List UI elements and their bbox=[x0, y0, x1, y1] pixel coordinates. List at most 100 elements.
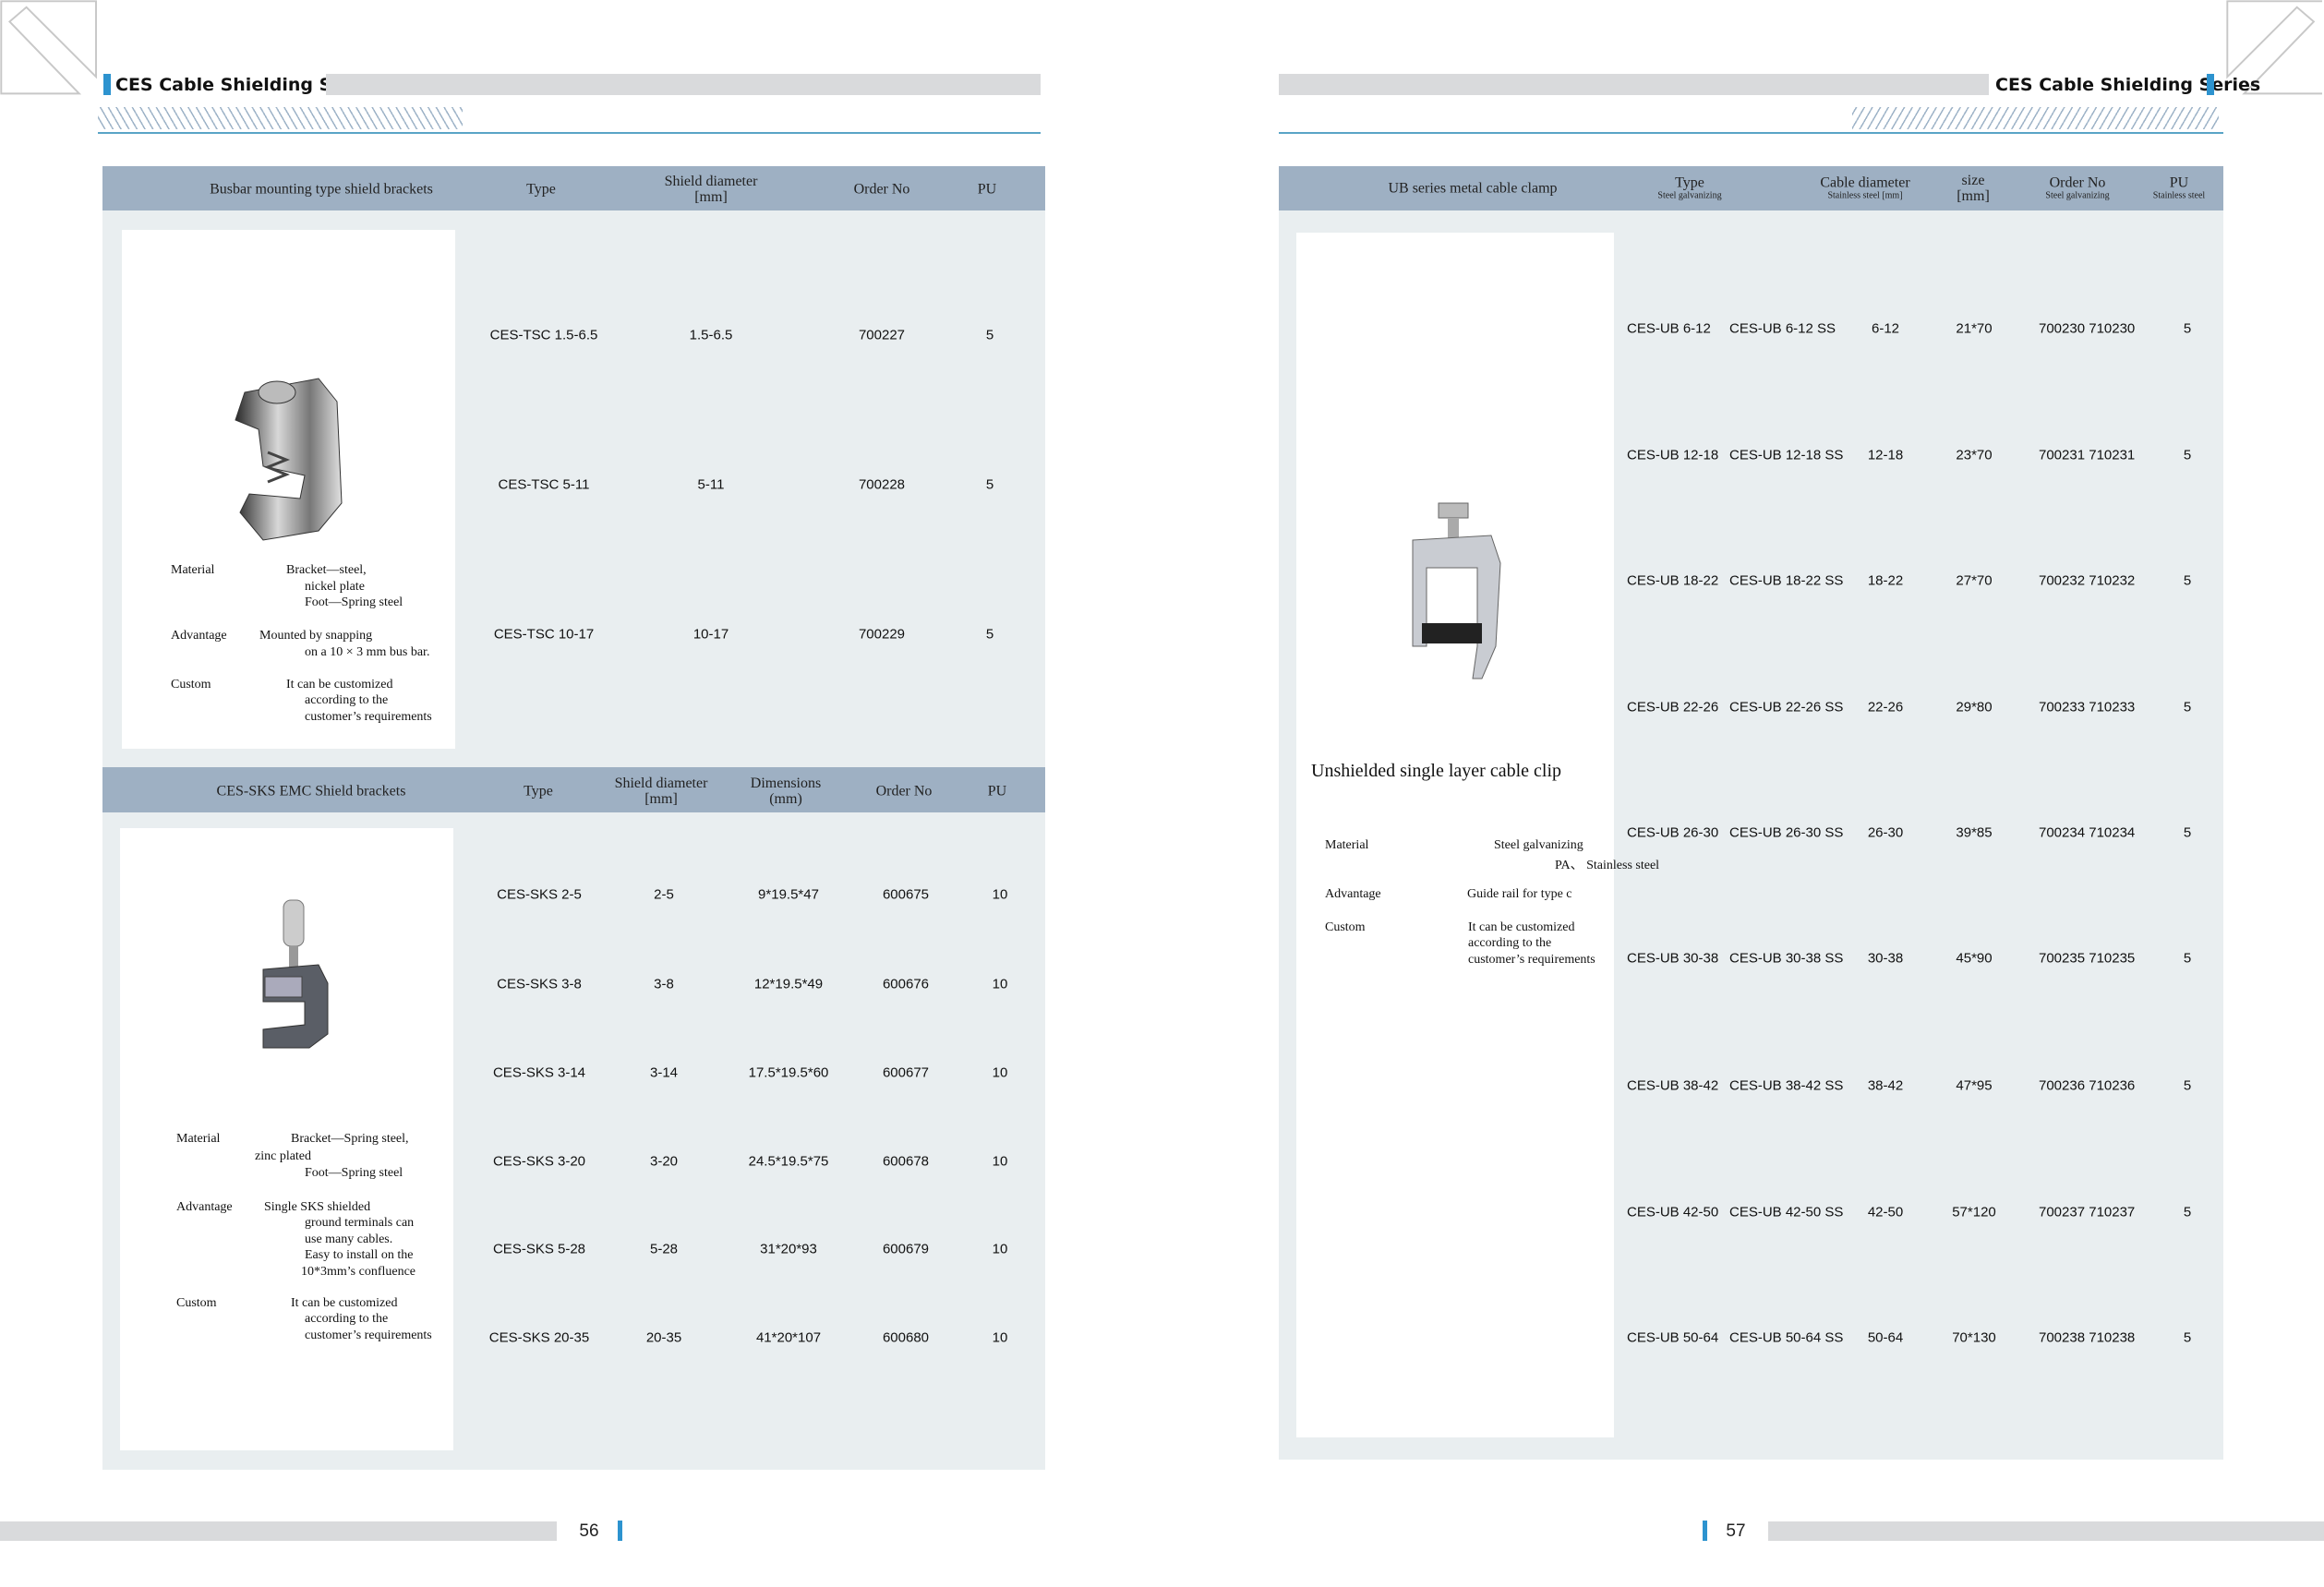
cell-type: CES-SKS 3-14 bbox=[492, 1064, 586, 1081]
cell-diam: 38-42 bbox=[1867, 1077, 1904, 1094]
busbar-bracket-image bbox=[235, 378, 343, 541]
table2-header bbox=[102, 767, 1045, 812]
cell-diam: 26-30 bbox=[1867, 824, 1904, 841]
cell-diam: 18-22 bbox=[1867, 572, 1904, 589]
description-line: zinc plated bbox=[255, 1149, 312, 1163]
footer-bar bbox=[1768, 1521, 2324, 1541]
column-header-type: Type bbox=[524, 783, 553, 800]
hatch-decoration bbox=[98, 107, 463, 129]
cell-size: 29*80 bbox=[1956, 699, 1993, 715]
column-header-pu: PU bbox=[987, 783, 1007, 800]
description-line: Mounted by snapping bbox=[259, 629, 373, 643]
header-text: Shield diameter bbox=[614, 775, 708, 791]
cell-steel: CES-UB 26-30 bbox=[1627, 824, 1719, 841]
table-title: Busbar mounting type shield brackets bbox=[210, 181, 433, 198]
cell-order: 600678 bbox=[882, 1153, 930, 1170]
cell-pu: 5 bbox=[985, 476, 994, 493]
cell-shield: 3-20 bbox=[649, 1153, 679, 1170]
cell-pu: 10 bbox=[992, 886, 1008, 903]
cell-order: 600675 bbox=[882, 886, 930, 903]
description-line: Advantage bbox=[176, 1200, 233, 1214]
cell-pu: 5 bbox=[985, 327, 994, 343]
column-header-size: size [mm] bbox=[1957, 173, 1990, 204]
cell-steel: CES-UB 42-50 bbox=[1627, 1204, 1719, 1220]
description-line: Custom bbox=[171, 678, 211, 691]
header-sub: Steel galvanizing bbox=[1657, 190, 1722, 201]
description-line: according to the bbox=[1468, 936, 1552, 950]
cell-order: 700235 710235 bbox=[2039, 950, 2136, 967]
cell-size: 27*70 bbox=[1956, 572, 1993, 589]
cell-pu: 10 bbox=[992, 1064, 1008, 1081]
cell-type: CES-SKS 2-5 bbox=[497, 886, 582, 903]
cell-steel: CES-UB 30-38 bbox=[1627, 950, 1719, 967]
cell-order: 600677 bbox=[882, 1064, 930, 1081]
column-header-shield: Shield diameter [mm] bbox=[615, 775, 708, 807]
product-image-panel bbox=[122, 230, 455, 749]
cell-pu: 10 bbox=[992, 976, 1008, 992]
description-line: It can be customized bbox=[286, 678, 393, 691]
cell-diam: 42-50 bbox=[1867, 1204, 1904, 1220]
header-text: Order No bbox=[2049, 174, 2106, 191]
header-unit: [mm] bbox=[1957, 188, 1990, 204]
description-line: Advantage bbox=[1325, 887, 1381, 901]
product-name: Unshielded single layer cable clip bbox=[1311, 761, 1562, 781]
cell-order: 600679 bbox=[882, 1241, 930, 1257]
cell-type: CES-TSC 1.5-6.5 bbox=[489, 327, 598, 343]
column-header-pu: PU Stainless steel bbox=[2153, 175, 2205, 202]
page-number: 57 bbox=[1726, 1521, 1746, 1541]
cell-ss: CES-UB 42-50 SS bbox=[1729, 1204, 1844, 1220]
description-line: Foot—Spring steel bbox=[305, 1166, 403, 1180]
cell-order: 700236 710236 bbox=[2039, 1077, 2136, 1094]
header-text: Shield diameter bbox=[664, 174, 758, 189]
header-unit: [mm] bbox=[644, 791, 678, 807]
description-line: PA、 Stainless steel bbox=[1555, 859, 1660, 872]
description-line: Easy to install on the bbox=[305, 1248, 414, 1262]
description-line: Custom bbox=[176, 1296, 217, 1310]
corner-arrow-icon bbox=[2226, 0, 2322, 95]
cell-order: 600680 bbox=[882, 1329, 930, 1346]
cell-type: CES-SKS 3-8 bbox=[497, 976, 582, 992]
cell-ss: CES-UB 22-26 SS bbox=[1729, 699, 1844, 715]
corner-arrow-icon bbox=[0, 0, 97, 95]
header-text: Type bbox=[1675, 174, 1704, 191]
header-bar bbox=[326, 74, 1041, 95]
header-unit: [mm] bbox=[694, 189, 728, 205]
accent-mark bbox=[1703, 1521, 1707, 1541]
description-line: customer’s requirements bbox=[1468, 953, 1595, 967]
cell-diam: 6-12 bbox=[1871, 320, 1900, 337]
description-line: Single SKS shielded bbox=[264, 1200, 371, 1214]
cell-shield: 10-17 bbox=[692, 626, 729, 643]
cell-pu: 5 bbox=[2183, 320, 2192, 337]
product-image-panel bbox=[1296, 233, 1614, 1437]
cell-order: 700229 bbox=[858, 626, 906, 643]
description-line: customer’s requirements bbox=[305, 1329, 432, 1342]
cell-steel: CES-UB 6-12 bbox=[1627, 320, 1711, 337]
divider bbox=[98, 132, 1041, 134]
description-line: It can be customized bbox=[291, 1296, 398, 1310]
column-header-type: Type bbox=[526, 181, 556, 198]
description-line: Steel galvanizing bbox=[1494, 838, 1583, 852]
section-title: CES Cable Shielding Series bbox=[115, 75, 381, 95]
cell-shield: 5-28 bbox=[649, 1241, 679, 1257]
cell-steel: CES-UB 22-26 bbox=[1627, 699, 1719, 715]
description-line: Material bbox=[1325, 838, 1369, 852]
cell-pu: 5 bbox=[2183, 1077, 2192, 1094]
description-line: Material bbox=[176, 1132, 221, 1146]
cell-shield: 3-8 bbox=[654, 976, 674, 992]
cell-pu: 5 bbox=[2183, 1329, 2192, 1346]
description-line: It can be customized bbox=[1468, 920, 1575, 934]
description-line: Custom bbox=[1325, 920, 1366, 934]
description-line: use many cables. bbox=[305, 1232, 393, 1246]
header-sub: Stainless steel [mm] bbox=[1827, 190, 1903, 201]
column-header-order: Order No bbox=[853, 181, 910, 198]
description-line: 10*3mm’s confluence bbox=[301, 1265, 416, 1279]
table-title: CES-SKS EMC Shield brackets bbox=[216, 783, 406, 800]
cell-diam: 22-26 bbox=[1867, 699, 1904, 715]
table3-header bbox=[1279, 166, 2223, 210]
cell-dims: 41*20*107 bbox=[755, 1329, 822, 1346]
cell-ss: CES-UB 12-18 SS bbox=[1729, 447, 1844, 463]
hatch-decoration bbox=[1852, 107, 2219, 129]
cell-pu: 5 bbox=[2183, 699, 2192, 715]
cell-type: CES-SKS 5-28 bbox=[492, 1241, 586, 1257]
footer-bar bbox=[0, 1521, 557, 1541]
